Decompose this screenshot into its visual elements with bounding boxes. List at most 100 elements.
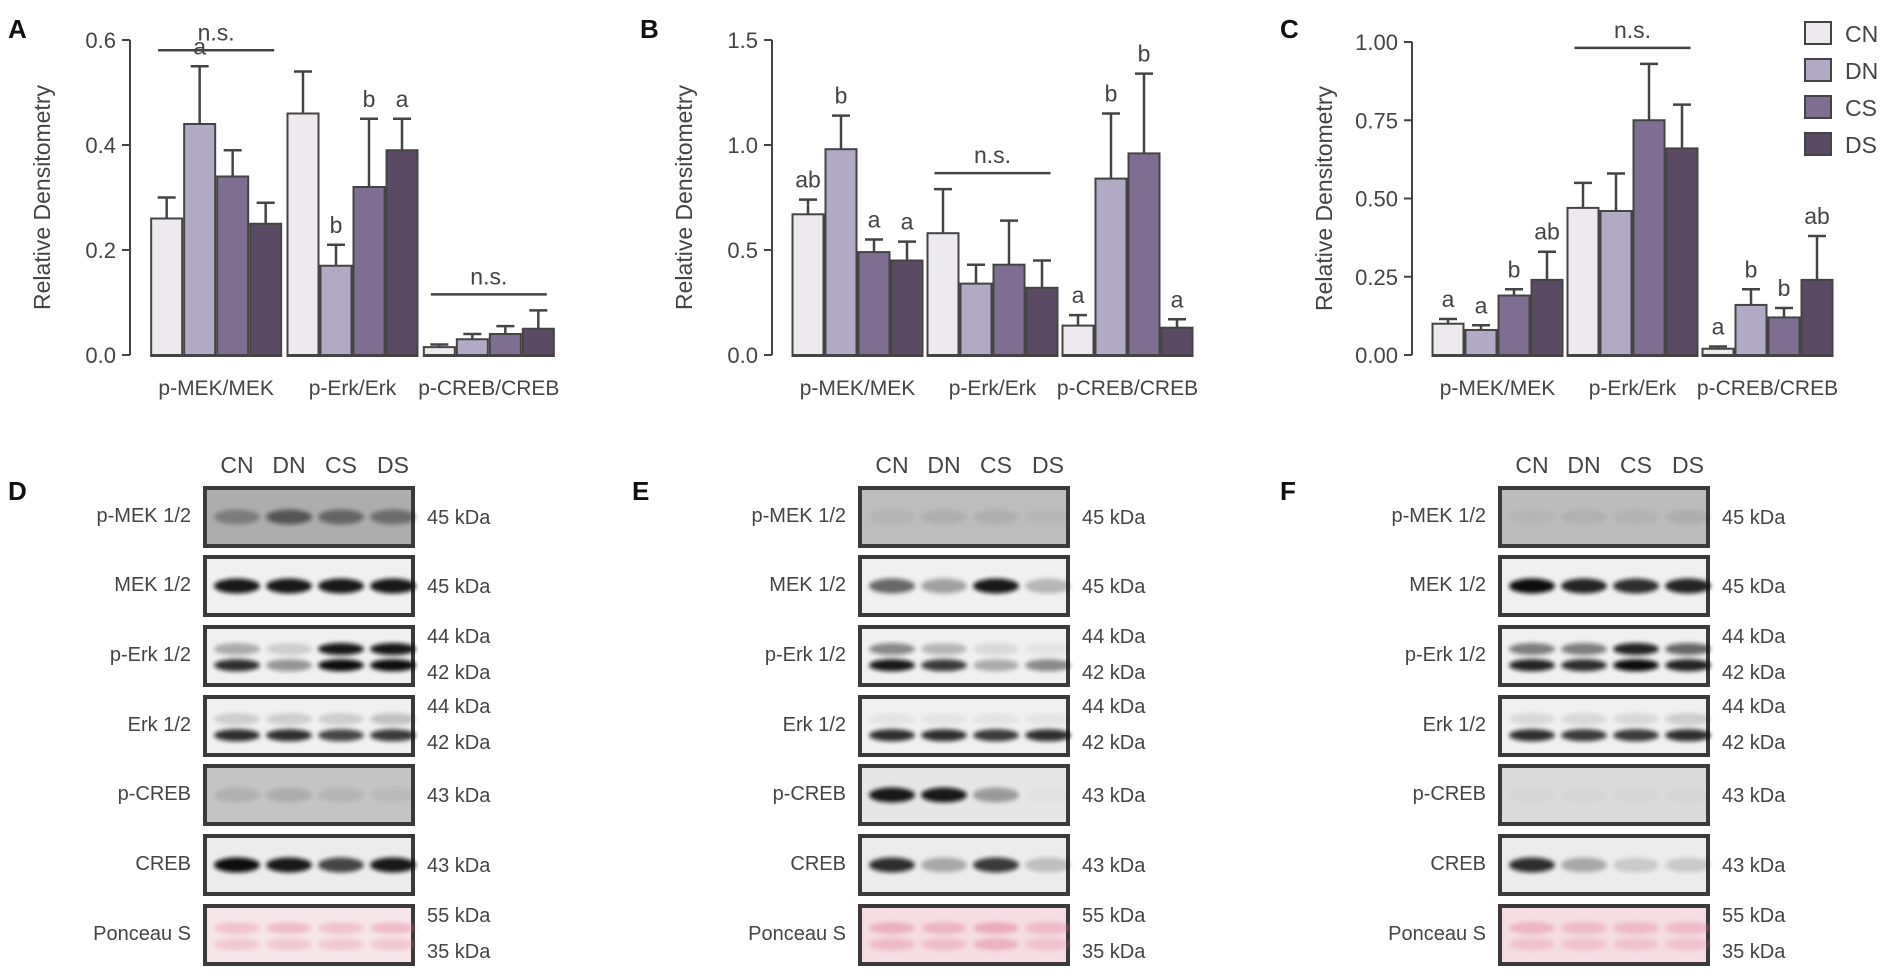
bar-cs xyxy=(1632,119,1666,356)
bar-cs xyxy=(216,175,250,356)
legend-label: DS xyxy=(1845,132,1877,158)
kda-label: 45 kDa xyxy=(1082,507,1146,529)
blot-band xyxy=(1613,729,1659,742)
blot-band xyxy=(1561,729,1607,742)
blot-band xyxy=(1025,922,1071,935)
blot-band xyxy=(318,857,364,873)
kda-label: 45 kDa xyxy=(1082,576,1146,598)
kda-label: 43 kDa xyxy=(1082,785,1146,807)
blot-band xyxy=(214,509,260,525)
blot-band xyxy=(214,578,260,594)
ns-label: n.s. xyxy=(1614,17,1651,43)
kda-label: 45 kDa xyxy=(427,507,491,529)
legend-label: DN xyxy=(1845,58,1878,84)
blot-band xyxy=(1665,643,1711,656)
blot-band xyxy=(973,643,1019,656)
blot-row-label: CREB xyxy=(790,853,846,875)
significance-letter: a xyxy=(396,86,409,112)
kda-label: 43 kDa xyxy=(427,785,491,807)
blot-band xyxy=(370,857,416,873)
blot-band xyxy=(370,922,416,935)
lane-label: CN xyxy=(875,452,908,478)
lane-label: DN xyxy=(272,452,305,478)
panel-letter: D xyxy=(8,476,27,506)
bar-cn xyxy=(1701,347,1735,356)
chart-panel-a: A 0.0 0.2 0.4 0.6 Relative Densitometry p-MEK/… xyxy=(8,14,559,400)
y-tick-label: 1.00 xyxy=(1355,30,1398,55)
blot-band xyxy=(869,578,915,594)
bar-charts: A 0.0 0.2 0.4 0.6 Relative Densitometry p-MEK/… xyxy=(8,14,1838,400)
bar-ds xyxy=(521,327,555,356)
blot-band xyxy=(370,729,416,742)
blot-band xyxy=(1665,509,1711,525)
blot-strip xyxy=(858,904,1070,966)
blot-panel-d: D CN DN CS DS p-MEK 1/2 45 kDa MEK 1/2 45 kDa p-E… xyxy=(8,452,491,966)
blot-strip xyxy=(203,904,415,966)
kda-label: 43 kDa xyxy=(1082,855,1146,877)
blot-band xyxy=(973,729,1019,742)
significance-letter: a xyxy=(1171,286,1184,312)
y-axis-label: Relative Densitometry xyxy=(1311,86,1337,311)
blot-band xyxy=(214,659,260,672)
blot-panel-f: F CN DN CS DS p-MEK 1/2 45 kDa MEK 1/2 45 kDa p-E… xyxy=(1280,452,1786,966)
blot-band xyxy=(214,922,260,935)
kda-label: 44 kDa xyxy=(427,626,491,648)
x-tick-label: p-CREB/CREB xyxy=(1057,377,1198,400)
panel-letter: E xyxy=(632,476,649,506)
significance-letter: ab xyxy=(795,167,821,193)
significance-letter: a xyxy=(193,33,206,59)
significance-letter: b xyxy=(1778,275,1791,301)
blot-row-label: CREB xyxy=(135,853,191,875)
kda-label: 44 kDa xyxy=(1722,626,1786,648)
blot-band xyxy=(1509,578,1555,594)
blot-band xyxy=(1561,578,1607,594)
blot-band xyxy=(1025,788,1071,803)
lane-label: DS xyxy=(377,452,409,478)
blot-band xyxy=(1025,938,1071,951)
kda-label: 35 kDa xyxy=(1722,941,1786,963)
y-tick-label: 0.2 xyxy=(85,238,116,263)
y-axis-label: Relative Densitometry xyxy=(29,85,55,310)
blot-band xyxy=(1025,510,1071,525)
blot-band xyxy=(214,938,260,951)
blot-band xyxy=(214,713,260,726)
x-tick-label: p-Erk/Erk xyxy=(309,377,397,400)
blot-row-label: p-CREB xyxy=(1413,783,1486,805)
blot-band xyxy=(1613,938,1659,951)
x-tick-label: p-MEK/MEK xyxy=(800,377,916,400)
lane-label: DN xyxy=(927,452,960,478)
bar-ds xyxy=(385,149,419,356)
kda-label: 55 kDa xyxy=(1082,905,1146,927)
blot-band xyxy=(921,578,967,594)
blot-band xyxy=(1561,509,1607,525)
bar-dn xyxy=(1464,328,1498,356)
legend-swatch-cn xyxy=(1804,21,1832,45)
blot-band xyxy=(1665,788,1711,803)
bar-cn xyxy=(1566,206,1600,356)
blot-band xyxy=(1509,713,1555,726)
x-tick-label: p-Erk/Erk xyxy=(1589,377,1677,400)
blot-row-label: Ponceau S xyxy=(1388,923,1486,945)
blot-band xyxy=(973,713,1019,726)
blot-band xyxy=(1509,788,1555,803)
blot-band xyxy=(1561,922,1607,935)
blot-band xyxy=(370,659,416,672)
panel-letter: C xyxy=(1280,14,1299,44)
bar-ds xyxy=(890,259,924,356)
bar-dn xyxy=(1094,177,1128,356)
blot-row-label: MEK 1/2 xyxy=(769,574,846,596)
blot-row-label: p-MEK 1/2 xyxy=(752,505,846,527)
blot-band xyxy=(318,938,364,951)
x-tick-label: p-CREB/CREB xyxy=(1697,377,1838,400)
significance-letter: b xyxy=(330,212,343,238)
bar-cs xyxy=(488,333,522,356)
blot-band xyxy=(266,643,312,656)
lane-label: DN xyxy=(1567,452,1600,478)
blot-band xyxy=(973,922,1019,935)
blot-band xyxy=(1665,857,1711,873)
blot-row-label: Erk 1/2 xyxy=(128,714,191,736)
y-tick-label: 0.5 xyxy=(727,238,758,263)
blot-band xyxy=(266,659,312,672)
bar-dn xyxy=(824,148,858,356)
